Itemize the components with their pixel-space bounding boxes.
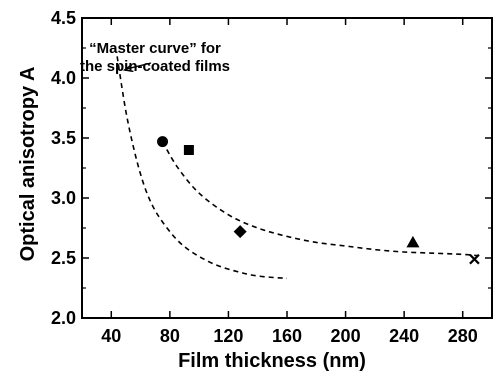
x-axis-title: Film thickness (nm) bbox=[178, 350, 366, 372]
x-tick-label: 160 bbox=[272, 326, 302, 346]
x-marker bbox=[469, 253, 480, 265]
diamond-marker bbox=[233, 225, 247, 239]
square-marker bbox=[183, 145, 194, 155]
annotation-line-2: the spin-coated films bbox=[80, 58, 230, 75]
x-tick-label: 200 bbox=[331, 326, 361, 346]
y-tick-label: 4.0 bbox=[51, 68, 76, 88]
axis-ticks bbox=[82, 17, 492, 319]
data-points bbox=[157, 136, 480, 265]
y-tick-label: 4.5 bbox=[51, 8, 76, 28]
dashed-curves bbox=[116, 56, 478, 280]
x-tick-label: 280 bbox=[448, 326, 478, 346]
dashed-curve-2 bbox=[161, 141, 478, 257]
x-tick-label: 40 bbox=[101, 326, 121, 346]
x-tick-label: 80 bbox=[160, 326, 180, 346]
dashed-curve-1 bbox=[116, 56, 288, 280]
circle-marker bbox=[157, 136, 169, 148]
y-axis-title: Optical anisotropy A bbox=[17, 67, 39, 262]
y-tick-label: 2.5 bbox=[51, 248, 76, 268]
x-marker-stroke bbox=[469, 253, 480, 265]
annotation-line-1: “Master curve” for bbox=[89, 40, 221, 57]
y-tick-label: 2.0 bbox=[51, 308, 76, 328]
y-tick-label: 3.0 bbox=[51, 188, 76, 208]
x-tick-label: 120 bbox=[213, 326, 243, 346]
triangle-marker bbox=[406, 235, 420, 248]
y-tick-label: 3.5 bbox=[51, 128, 76, 148]
annotation-arrow-head bbox=[122, 64, 134, 73]
x-tick-label: 240 bbox=[389, 326, 419, 346]
annotation-arrow-line bbox=[126, 62, 152, 70]
tick-labels: 40 80 120 160 200 240 280 2.0 2.5 3.0 3.5 4.0 4.5 bbox=[51, 8, 478, 346]
